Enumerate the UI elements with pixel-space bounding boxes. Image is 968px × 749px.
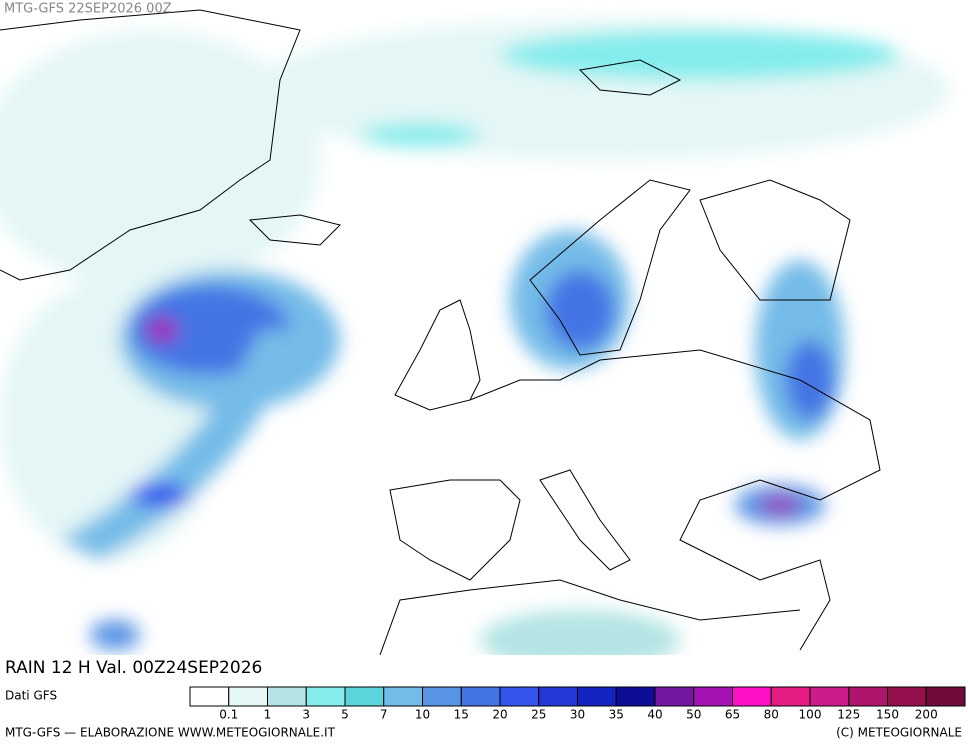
- legend-label: 200: [915, 708, 938, 722]
- legend-label: 125: [837, 708, 860, 722]
- legend-label: 65: [725, 708, 740, 722]
- legend-label: 150: [876, 708, 899, 722]
- legend-swatch: [770, 686, 811, 707]
- legend-swatch: [577, 686, 617, 707]
- legend-source: Dati GFS: [5, 689, 57, 703]
- legend-swatch: [809, 686, 850, 707]
- legend-label: 20: [492, 708, 507, 722]
- legend-label: 0.1: [219, 708, 238, 722]
- footer-right: (C) METEOGIORNALE: [836, 726, 962, 740]
- legend-label: 80: [764, 708, 779, 722]
- legend-label: 7: [380, 708, 388, 722]
- legend-label: 5: [341, 708, 349, 722]
- legend-label: 25: [531, 708, 546, 722]
- legend-label: 10: [415, 708, 430, 722]
- legend-swatch: [925, 686, 966, 707]
- caption-band: [0, 655, 968, 682]
- map-caption: RAIN 12 H Val. 00Z24SEP2026: [5, 658, 262, 678]
- legend-label: 50: [686, 708, 701, 722]
- legend-swatch: [460, 686, 501, 707]
- legend-label: 40: [647, 708, 662, 722]
- legend-label: 15: [454, 708, 469, 722]
- legend-swatch: [693, 686, 733, 707]
- legend-label: 35: [609, 708, 624, 722]
- legend-label: 3: [302, 708, 310, 722]
- legend-swatch: [383, 686, 423, 707]
- legend-label: 100: [799, 708, 822, 722]
- legend-swatch: [499, 686, 540, 707]
- legend-swatch: [887, 686, 927, 707]
- legend-swatch: [228, 686, 268, 707]
- legend-swatch: [654, 686, 695, 707]
- legend-label: 30: [570, 708, 585, 722]
- map: [0, 9, 950, 670]
- footer-left: MTG-GFS — ELABORAZIONE WWW.METEOGIORNALE…: [5, 726, 336, 740]
- color-legend: 0.1 1 3 5 7 10 15 20 25 30 35 40 50 65 80 100 125 150 200: [189, 686, 966, 722]
- legend-swatch: [344, 686, 385, 707]
- legend-swatch: [422, 686, 462, 707]
- legend-swatch: [732, 686, 772, 707]
- legend-swatch: [538, 686, 578, 707]
- legend-swatch: [305, 686, 346, 707]
- map-title: MTG-GFS 22SEP2026 00Z: [4, 2, 172, 17]
- legend-swatch: [615, 686, 656, 707]
- legend-label: 1: [264, 708, 272, 722]
- legend-swatch: [189, 686, 230, 707]
- legend-swatch: [848, 686, 888, 707]
- legend-swatch: [267, 686, 307, 707]
